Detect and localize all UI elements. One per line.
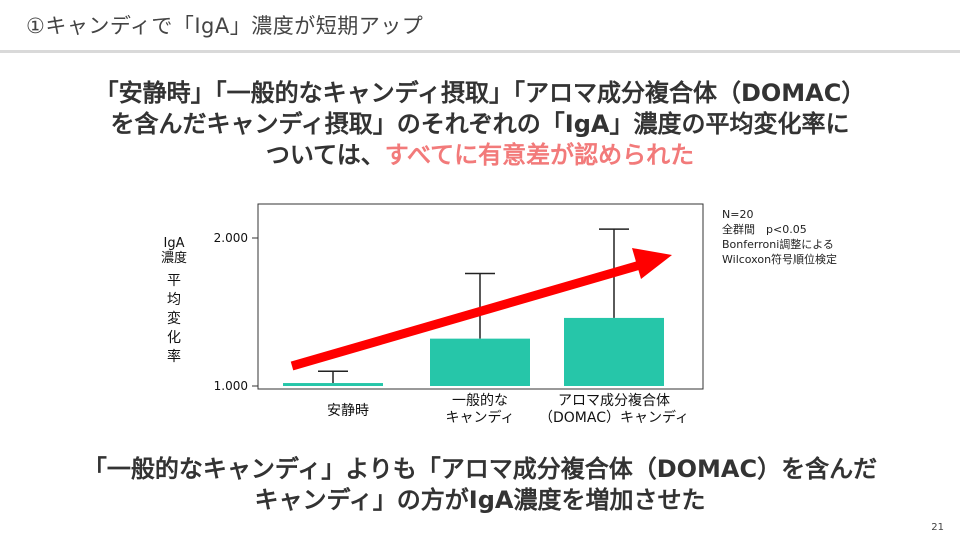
page-number: 21 (931, 522, 944, 533)
note-method-2: Wilcoxon符号順位検定 (722, 253, 838, 266)
summary-line-2: を含んだキャンディ摂取」のそれぞれの「IgA」濃度の平均変化率に (110, 110, 850, 138)
y-axis-label-top: IgA (163, 236, 185, 251)
summary-line-3: ついては、すべてに有意差が認められた (0, 140, 960, 171)
plot-frame (257, 203, 704, 390)
x-tick-label: キャンディ (445, 409, 514, 426)
y-axis-label-vertical: 平均変化率 (167, 273, 181, 365)
x-tick-label: アロマ成分複合体 (558, 392, 670, 409)
note-sample-size: N=20 (722, 208, 754, 221)
y-tick-label: 1.000 (214, 379, 248, 393)
slide-title: ①キャンディで「IgA」濃度が短期アップ (26, 14, 424, 38)
bar (283, 383, 383, 386)
y-axis-title: IgA 濃度 平均変化率 (156, 236, 192, 367)
bar (564, 317, 664, 386)
trend-arrow-shaft (290, 260, 642, 371)
summary-highlight: すべてに有意差が認められた (384, 141, 695, 169)
stats-note: N=20 全群間 p<0.05 Bonferroni調整による Wilcoxon… (722, 207, 837, 267)
title-divider (0, 50, 960, 53)
conclusion-line-2: キャンディ」の方がIgA濃度を増加させた (254, 486, 706, 514)
summary-line-1: 「安静時」「一般的なキャンディ摂取」「アロマ成分複合体（DOMAC） (94, 79, 866, 107)
summary-line-3-plain: ついては、 (265, 141, 385, 169)
y-tick-label: 2.000 (214, 231, 248, 245)
x-tick-label: 安静時 (327, 403, 369, 419)
x-tick-label: 一般的な (452, 393, 508, 409)
conclusion-text: 「一般的なキャンディ」よりも「アロマ成分複合体（DOMAC）を含んだ キャンディ… (0, 454, 960, 516)
x-tick-label: （DOMAC）キャンディ (539, 409, 689, 426)
y-axis-label-mid: 濃度 (160, 251, 187, 266)
note-significance: 全群間 p<0.05 (722, 223, 807, 236)
note-method-1: Bonferroni調整による (722, 238, 834, 251)
bar (430, 338, 530, 386)
conclusion-line-1: 「一般的なキャンディ」よりも「アロマ成分複合体（DOMAC）を含んだ (82, 455, 878, 483)
summary-text: 「安静時」「一般的なキャンディ摂取」「アロマ成分複合体（DOMAC） を含んだキ… (0, 78, 960, 171)
trend-arrow-head (632, 248, 672, 279)
